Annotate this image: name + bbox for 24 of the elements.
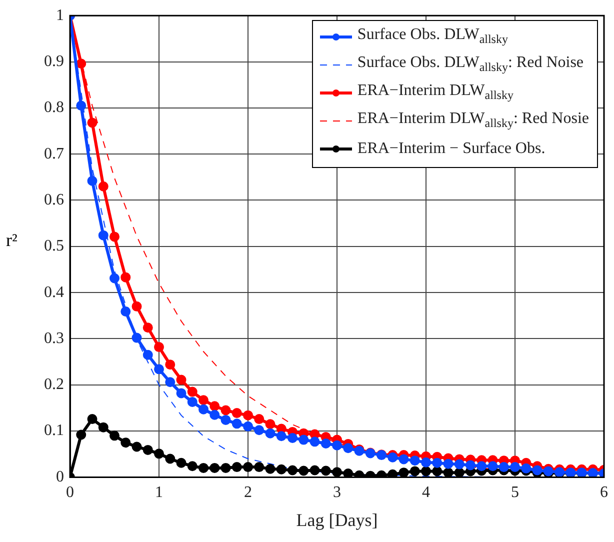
y-tick-label: 0.3 (44, 330, 64, 347)
legend-label: Surface Obs. DLW$_{allsky}$ (357, 26, 508, 48)
x-tick-label: 3 (333, 484, 341, 502)
y-tick-label: 1 (56, 6, 64, 24)
legend-label: ERA−Interim − Surface Obs. (357, 140, 546, 158)
legend-label: Surface Obs. DLW$_{allsky}$: Red Noise (357, 54, 584, 76)
y-tick-label: 0.7 (44, 145, 64, 162)
x-tick-label: 1 (155, 484, 163, 502)
y-tick-label: 0.9 (44, 52, 64, 70)
y-tick-label: 0.8 (44, 99, 64, 116)
y-tick-label: 0.6 (44, 191, 64, 208)
y-tick-label: 0.4 (44, 284, 64, 301)
x-tick-label: 4 (422, 484, 430, 502)
x-tick-label: 6 (600, 484, 608, 502)
y-tick-label: 0.2 (44, 376, 64, 394)
y-axis-title: r² (6, 230, 18, 251)
legend-label: ERA−Interim DLW$_{allsky}$ (357, 82, 514, 104)
y-tick-label: 0.1 (44, 422, 64, 440)
x-tick-label: 5 (511, 484, 519, 502)
x-tick-label: 2 (244, 484, 252, 502)
y-tick-label: 0 (56, 468, 64, 486)
y-tick-label: 0.5 (44, 238, 64, 255)
x-axis-title: Lag [Days] (296, 510, 378, 530)
legend-label: ERA−Interim DLW$_{allsky}$: Red Nosie (357, 110, 589, 132)
